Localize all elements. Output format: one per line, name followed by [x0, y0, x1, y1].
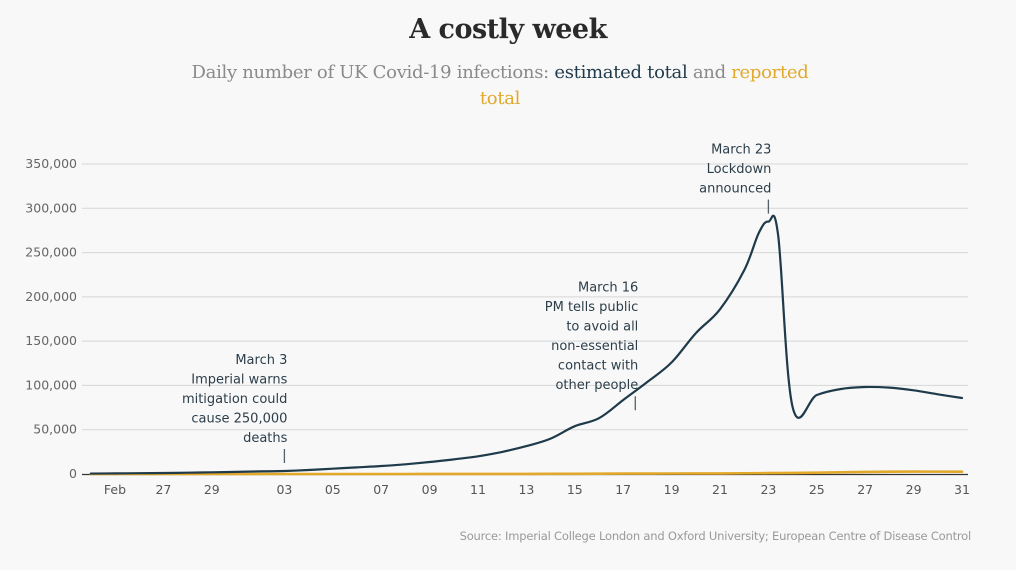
reported-total-line	[89, 470, 964, 476]
x-tick-label: 13	[518, 482, 534, 497]
annotation-text: deaths	[243, 431, 288, 446]
x-tick-label: 19	[664, 482, 680, 497]
annotation-text: cause 250,000	[191, 411, 287, 426]
subtitle-prefix: Daily number of UK Covid-19 infections:	[191, 62, 555, 83]
gridlines	[82, 163, 968, 476]
chart-title: A costly week	[409, 14, 607, 45]
annotation-text: to avoid all	[566, 320, 638, 335]
x-tick-label: 27	[155, 482, 171, 497]
y-axis-ticks: 0 50,000 100,000 150,000 200,000 250,000 300,0…	[25, 156, 77, 481]
x-tick-label: 23	[760, 482, 776, 497]
chart-subtitle: Daily number of UK Covid-19 infections: …	[170, 60, 830, 112]
annotations: March 3 Imperial warns mitigation could cau…	[182, 143, 771, 463]
y-tick-label: 200,000	[25, 289, 77, 304]
x-tick-label: Feb	[104, 482, 126, 497]
x-tick-label: 09	[422, 482, 438, 497]
y-tick-label: 250,000	[25, 245, 77, 260]
annotation-text: other people	[555, 378, 638, 393]
x-tick-label: 21	[712, 482, 728, 497]
y-tick-label: 150,000	[25, 333, 77, 348]
y-tick-label: 0	[69, 466, 77, 481]
legend-estimated-total: estimated total	[554, 62, 688, 83]
x-tick-label: 15	[567, 482, 583, 497]
source-note: Source: Imperial College London and Oxfo…	[459, 529, 972, 543]
x-tick-label: 05	[325, 482, 341, 497]
y-tick-label: 50,000	[33, 422, 77, 437]
annotation-text: March 16	[578, 281, 638, 296]
subtitle-middle: and	[687, 62, 732, 83]
legend-reported-total: reported total	[479, 62, 809, 109]
estimated-total-line	[89, 214, 964, 475]
annotation-text: March 23	[711, 143, 771, 158]
y-tick-label: 300,000	[25, 200, 77, 215]
x-tick-label: 11	[470, 482, 486, 497]
x-tick-label: 07	[373, 482, 389, 497]
x-tick-label: 27	[857, 482, 873, 497]
x-tick-label: 17	[615, 482, 631, 497]
y-tick-label: 100,000	[25, 377, 77, 392]
annotation-text: contact with	[558, 359, 638, 374]
x-axis-ticks: Feb 27 29 03 05 07 09 11 13 15 17 19 21 23 25 27 29 31	[104, 482, 970, 497]
x-tick-label: 29	[204, 482, 220, 497]
series-lines	[89, 214, 964, 476]
x-tick-label: 25	[809, 482, 825, 497]
x-tick-label: 29	[906, 482, 922, 497]
annotation-text: March 3	[235, 353, 287, 368]
annotation-text: Imperial warns	[191, 372, 287, 387]
annotation-text: Lockdown	[707, 162, 772, 177]
annotation-text: mitigation could	[182, 392, 287, 407]
y-tick-label: 350,000	[25, 156, 77, 171]
annotation-text: non-essential	[551, 339, 638, 354]
x-tick-label: 31	[954, 482, 970, 497]
annotation-text: PM tells public	[545, 300, 639, 315]
annotation-text: announced	[699, 182, 771, 197]
x-tick-label: 03	[276, 482, 292, 497]
